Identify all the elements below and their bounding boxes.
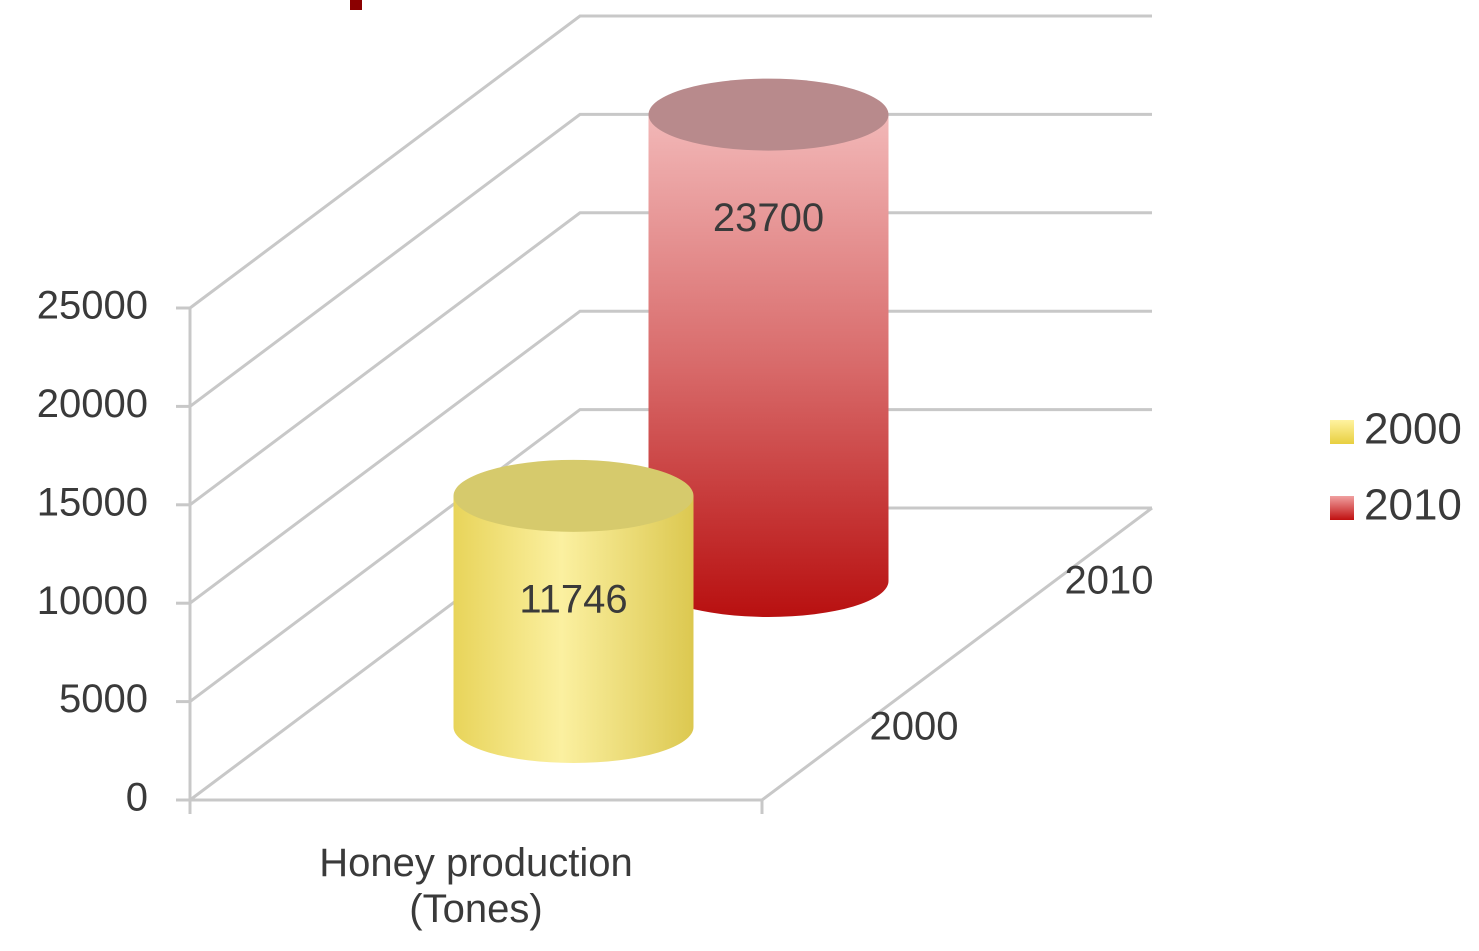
grid-line — [189, 112, 1152, 408]
y-tick-label: 5000 — [59, 677, 148, 721]
grid-line — [189, 14, 1152, 310]
cylinder-top — [453, 459, 694, 532]
grid-line — [189, 408, 1152, 703]
y-tick-label: 25000 — [37, 284, 148, 328]
cylinder-body — [453, 495, 694, 763]
y-tick-label: 15000 — [37, 480, 148, 524]
y-tick-label: 10000 — [37, 579, 148, 623]
y-tick-label: 0 — [126, 776, 148, 820]
depth-label: 2000 — [870, 705, 959, 749]
grid-line — [189, 211, 1152, 507]
cylinder-top — [648, 78, 889, 151]
grid-line — [189, 309, 1152, 605]
legend-swatch — [1330, 420, 1354, 444]
category-label: Honey production (Tones) — [319, 841, 633, 931]
legend-label: 2000 — [1364, 405, 1462, 454]
legend-label: 2010 — [1364, 481, 1462, 530]
data-label: 23700 — [713, 196, 824, 240]
data-label: 11746 — [519, 577, 627, 621]
cylinder-body — [648, 114, 889, 618]
legend-swatch — [1330, 496, 1354, 520]
title-fragment — [350, 0, 362, 10]
y-tick-label: 20000 — [37, 382, 148, 426]
depth-label: 2010 — [1065, 559, 1154, 603]
